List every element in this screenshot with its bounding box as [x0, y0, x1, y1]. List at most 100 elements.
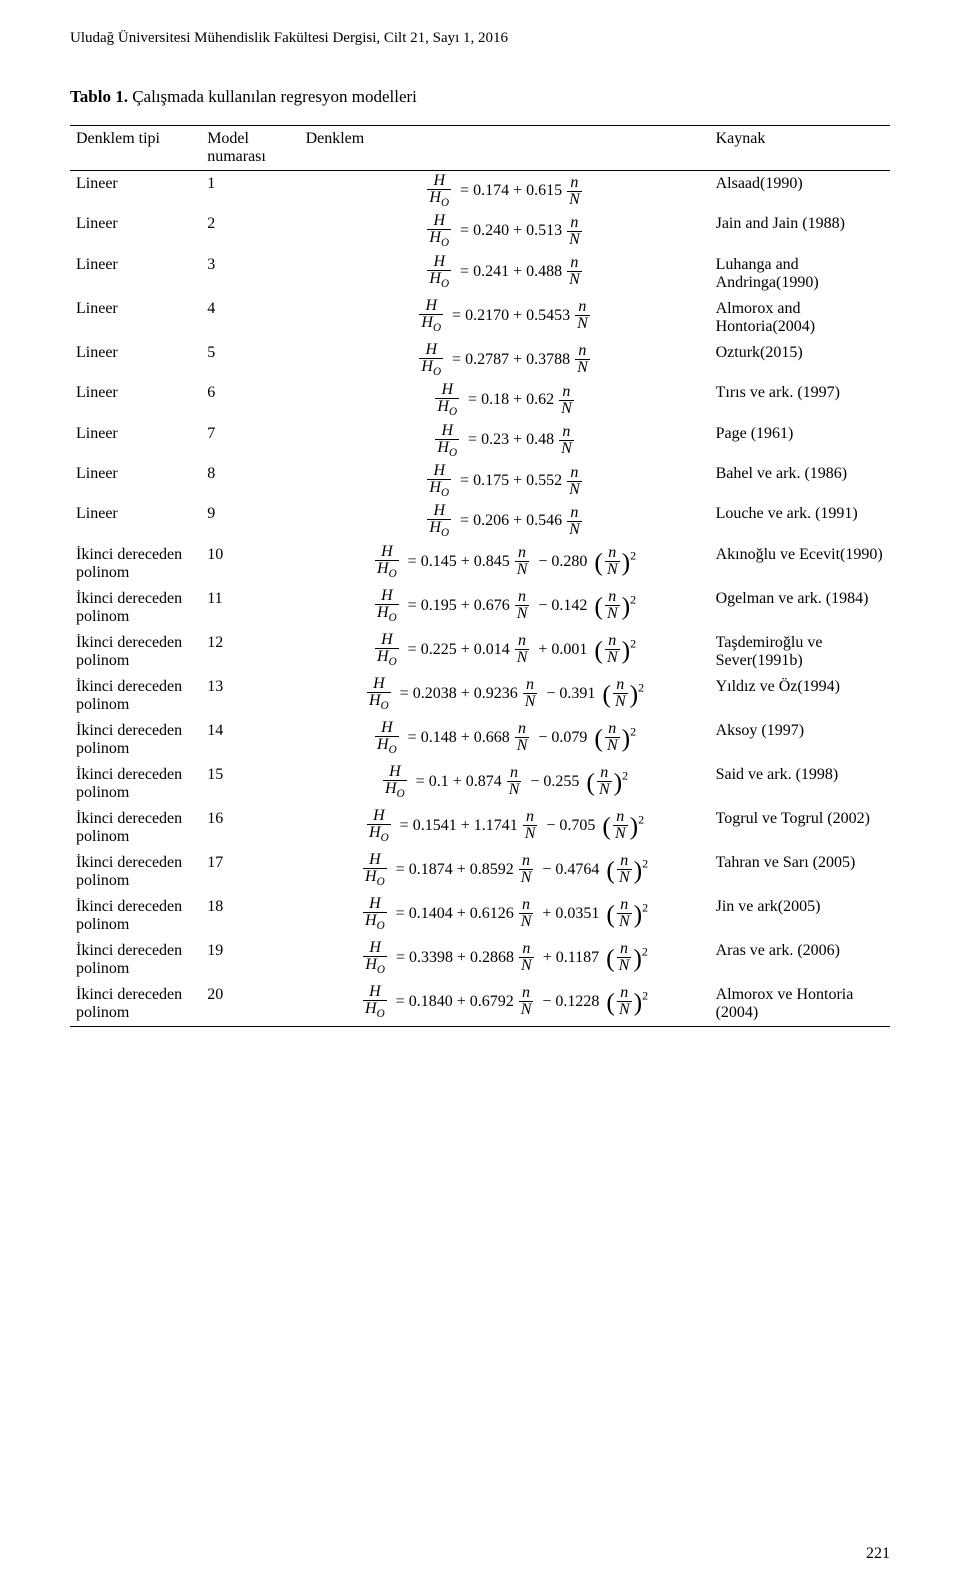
cell-equation: HHO = 0.23 + 0.48nN [300, 421, 710, 461]
cell-type: İkinci dereceden polinom [70, 762, 201, 806]
running-header: Uludağ Üniversitesi Mühendislik Fakültes… [70, 30, 890, 47]
cell-source: Aras ve ark. (2006) [710, 938, 890, 982]
cell-type: İkinci dereceden polinom [70, 938, 201, 982]
cell-source: Aksoy (1997) [710, 718, 890, 762]
table-row: Lineer5HHO = 0.2787 + 0.3788nNOzturk(201… [70, 340, 890, 380]
cell-equation: HHO = 0.1840 + 0.6792nN − 0.1228 (nN)2 [300, 982, 710, 1027]
cell-source: Almorox ve Hontoria (2004) [710, 982, 890, 1027]
cell-equation: HHO = 0.3398 + 0.2868nN + 0.1187 (nN)2 [300, 938, 710, 982]
cell-type: Lineer [70, 211, 201, 251]
table-header-row: Denklem tipi Model numarası Denklem Kayn… [70, 126, 890, 171]
cell-source: Almorox and Hontoria(2004) [710, 296, 890, 340]
cell-source: Luhanga and Andringa(1990) [710, 252, 890, 296]
table-row: İkinci dereceden polinom18HHO = 0.1404 +… [70, 894, 890, 938]
cell-type: İkinci dereceden polinom [70, 630, 201, 674]
cell-source: Louche ve ark. (1991) [710, 501, 890, 541]
cell-type: Lineer [70, 252, 201, 296]
table-row: Lineer3HHO = 0.241 + 0.488nNLuhanga and … [70, 252, 890, 296]
cell-model-number: 13 [201, 674, 299, 718]
table-row: İkinci dereceden polinom13HHO = 0.2038 +… [70, 674, 890, 718]
cell-source: Alsaad(1990) [710, 171, 890, 212]
cell-type: İkinci dereceden polinom [70, 718, 201, 762]
cell-source: Page (1961) [710, 421, 890, 461]
cell-type: Lineer [70, 501, 201, 541]
table-row: Lineer6HHO = 0.18 + 0.62nNTırıs ve ark. … [70, 380, 890, 420]
cell-equation: HHO = 0.225 + 0.014nN + 0.001 (nN)2 [300, 630, 710, 674]
cell-equation: HHO = 0.174 + 0.615nN [300, 171, 710, 212]
cell-source: Taşdemiroğlu ve Sever(1991b) [710, 630, 890, 674]
cell-model-number: 9 [201, 501, 299, 541]
col-header-type: Denklem tipi [70, 126, 201, 171]
cell-type: Lineer [70, 461, 201, 501]
cell-equation: HHO = 0.175 + 0.552nN [300, 461, 710, 501]
cell-model-number: 11 [201, 586, 299, 630]
cell-model-number: 19 [201, 938, 299, 982]
cell-type: Lineer [70, 340, 201, 380]
col-header-src: Kaynak [710, 126, 890, 171]
table-row: İkinci dereceden polinom20HHO = 0.1840 +… [70, 982, 890, 1027]
cell-model-number: 16 [201, 806, 299, 850]
cell-equation: HHO = 0.18 + 0.62nN [300, 380, 710, 420]
cell-model-number: 17 [201, 850, 299, 894]
cell-equation: HHO = 0.145 + 0.845nN − 0.280 (nN)2 [300, 542, 710, 586]
cell-source: Ogelman ve ark. (1984) [710, 586, 890, 630]
caption-text: Çalışmada kullanılan regresyon modelleri [132, 87, 417, 106]
cell-model-number: 8 [201, 461, 299, 501]
cell-source: Ozturk(2015) [710, 340, 890, 380]
cell-type: Lineer [70, 421, 201, 461]
cell-model-number: 6 [201, 380, 299, 420]
table-row: Lineer7HHO = 0.23 + 0.48nNPage (1961) [70, 421, 890, 461]
table-caption: Tablo 1. Çalışmada kullanılan regresyon … [70, 87, 890, 107]
cell-equation: HHO = 0.2787 + 0.3788nN [300, 340, 710, 380]
table-row: Lineer9HHO = 0.206 + 0.546nNLouche ve ar… [70, 501, 890, 541]
cell-type: İkinci dereceden polinom [70, 982, 201, 1027]
cell-model-number: 7 [201, 421, 299, 461]
cell-source: Togrul ve Togrul (2002) [710, 806, 890, 850]
cell-model-number: 4 [201, 296, 299, 340]
cell-source: Tırıs ve ark. (1997) [710, 380, 890, 420]
table-row: İkinci dereceden polinom15HHO = 0.1 + 0.… [70, 762, 890, 806]
cell-source: Tahran ve Sarı (2005) [710, 850, 890, 894]
table-row: İkinci dereceden polinom19HHO = 0.3398 +… [70, 938, 890, 982]
table-row: Lineer4HHO = 0.2170 + 0.5453nNAlmorox an… [70, 296, 890, 340]
cell-equation: HHO = 0.1404 + 0.6126nN + 0.0351 (nN)2 [300, 894, 710, 938]
cell-equation: HHO = 0.241 + 0.488nN [300, 252, 710, 296]
cell-equation: HHO = 0.195 + 0.676nN − 0.142 (nN)2 [300, 586, 710, 630]
cell-type: İkinci dereceden polinom [70, 674, 201, 718]
cell-source: Jain and Jain (1988) [710, 211, 890, 251]
cell-source: Akınoğlu ve Ecevit(1990) [710, 542, 890, 586]
cell-model-number: 2 [201, 211, 299, 251]
cell-source: Bahel ve ark. (1986) [710, 461, 890, 501]
caption-label: Tablo 1. [70, 87, 128, 106]
col-header-eq: Denklem [300, 126, 710, 171]
cell-model-number: 1 [201, 171, 299, 212]
cell-model-number: 15 [201, 762, 299, 806]
regression-models-table: Denklem tipi Model numarası Denklem Kayn… [70, 125, 890, 1027]
cell-type: İkinci dereceden polinom [70, 850, 201, 894]
page-number: 221 [866, 1545, 890, 1563]
cell-type: Lineer [70, 171, 201, 212]
table-row: Lineer1HHO = 0.174 + 0.615nNAlsaad(1990) [70, 171, 890, 212]
cell-type: İkinci dereceden polinom [70, 806, 201, 850]
cell-model-number: 18 [201, 894, 299, 938]
cell-equation: HHO = 0.148 + 0.668nN − 0.079 (nN)2 [300, 718, 710, 762]
cell-source: Yıldız ve Öz(1994) [710, 674, 890, 718]
table-row: İkinci dereceden polinom17HHO = 0.1874 +… [70, 850, 890, 894]
table-row: Lineer2HHO = 0.240 + 0.513nNJain and Jai… [70, 211, 890, 251]
cell-equation: HHO = 0.240 + 0.513nN [300, 211, 710, 251]
cell-source: Jin ve ark(2005) [710, 894, 890, 938]
cell-equation: HHO = 0.1 + 0.874nN − 0.255 (nN)2 [300, 762, 710, 806]
table-row: İkinci dereceden polinom12HHO = 0.225 + … [70, 630, 890, 674]
cell-type: Lineer [70, 380, 201, 420]
table-row: İkinci dereceden polinom16HHO = 0.1541 +… [70, 806, 890, 850]
cell-model-number: 12 [201, 630, 299, 674]
col-header-num: Model numarası [201, 126, 299, 171]
cell-model-number: 5 [201, 340, 299, 380]
table-row: İkinci dereceden polinom10HHO = 0.145 + … [70, 542, 890, 586]
cell-model-number: 3 [201, 252, 299, 296]
cell-equation: HHO = 0.1874 + 0.8592nN − 0.4764 (nN)2 [300, 850, 710, 894]
cell-equation: HHO = 0.1541 + 1.1741nN − 0.705 (nN)2 [300, 806, 710, 850]
cell-model-number: 20 [201, 982, 299, 1027]
cell-type: İkinci dereceden polinom [70, 586, 201, 630]
cell-type: İkinci dereceden polinom [70, 542, 201, 586]
